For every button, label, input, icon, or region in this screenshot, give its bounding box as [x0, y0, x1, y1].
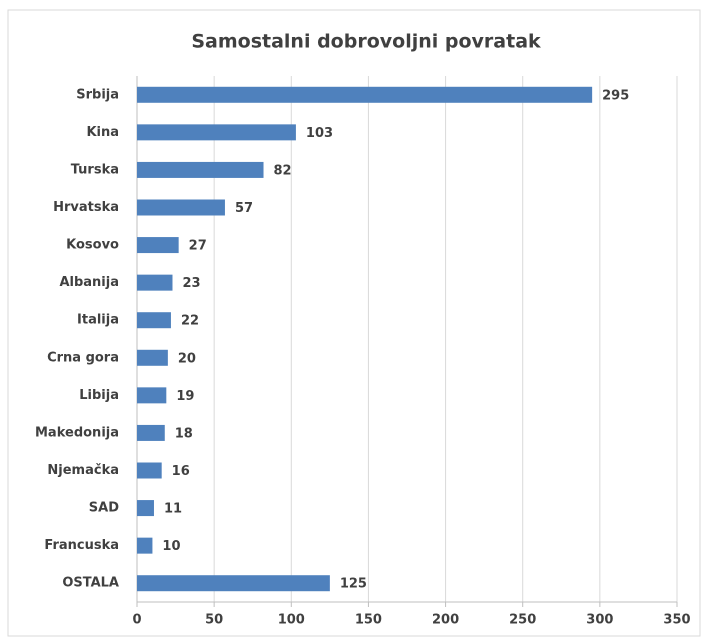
y-tick-label: Kina	[86, 125, 119, 140]
bar	[137, 575, 330, 592]
bar	[137, 161, 264, 178]
bar	[137, 86, 593, 103]
x-tick-label: 50	[205, 613, 223, 628]
y-tick-label: Kosovo	[66, 238, 119, 253]
chart-border	[7, 9, 701, 637]
bar	[137, 124, 296, 141]
bar	[137, 199, 225, 216]
data-label: 11	[164, 502, 182, 517]
bar	[137, 387, 167, 404]
x-tick-label: 300	[586, 613, 613, 628]
data-label: 19	[176, 389, 194, 404]
data-label: 295	[602, 88, 629, 103]
y-tick-label: Albanija	[59, 275, 119, 290]
bar	[137, 312, 171, 329]
bar	[137, 500, 154, 517]
bar	[137, 349, 168, 366]
data-label: 18	[175, 426, 193, 441]
x-tick-label: 250	[509, 613, 536, 628]
data-label: 57	[235, 201, 253, 216]
x-tick-label: 100	[278, 613, 305, 628]
bar	[137, 237, 179, 254]
y-tick-label: Libija	[79, 388, 119, 403]
bar	[137, 537, 153, 554]
data-label: 16	[172, 464, 190, 479]
y-tick-label: Crna gora	[47, 350, 119, 365]
bar	[137, 462, 162, 479]
data-label: 23	[182, 276, 200, 291]
y-tick-label: Njemačka	[47, 463, 119, 478]
y-tick-label: OSTALA	[62, 576, 119, 591]
y-tick-label: Makedonija	[35, 425, 119, 440]
data-label: 27	[189, 239, 207, 254]
y-tick-label: Srbija	[76, 87, 119, 102]
bar	[137, 274, 173, 291]
data-label: 22	[181, 314, 199, 329]
x-tick-label: 0	[132, 613, 141, 628]
data-label: 125	[340, 577, 367, 592]
x-tick-label: 150	[355, 613, 382, 628]
chart-title: Samostalni dobrovoljni povratak	[191, 31, 541, 53]
x-tick-label: 350	[663, 613, 690, 628]
data-label: 20	[178, 351, 196, 366]
y-tick-label: SAD	[89, 501, 119, 516]
data-label: 103	[306, 126, 333, 141]
bar	[137, 424, 165, 441]
data-label: 10	[162, 539, 180, 554]
data-label: 82	[274, 163, 292, 178]
y-tick-label: Turska	[71, 162, 119, 177]
y-tick-label: Francuska	[44, 538, 119, 553]
y-tick-label: Italija	[77, 313, 119, 328]
y-tick-label: Hrvatska	[53, 200, 119, 215]
x-tick-label: 200	[432, 613, 459, 628]
